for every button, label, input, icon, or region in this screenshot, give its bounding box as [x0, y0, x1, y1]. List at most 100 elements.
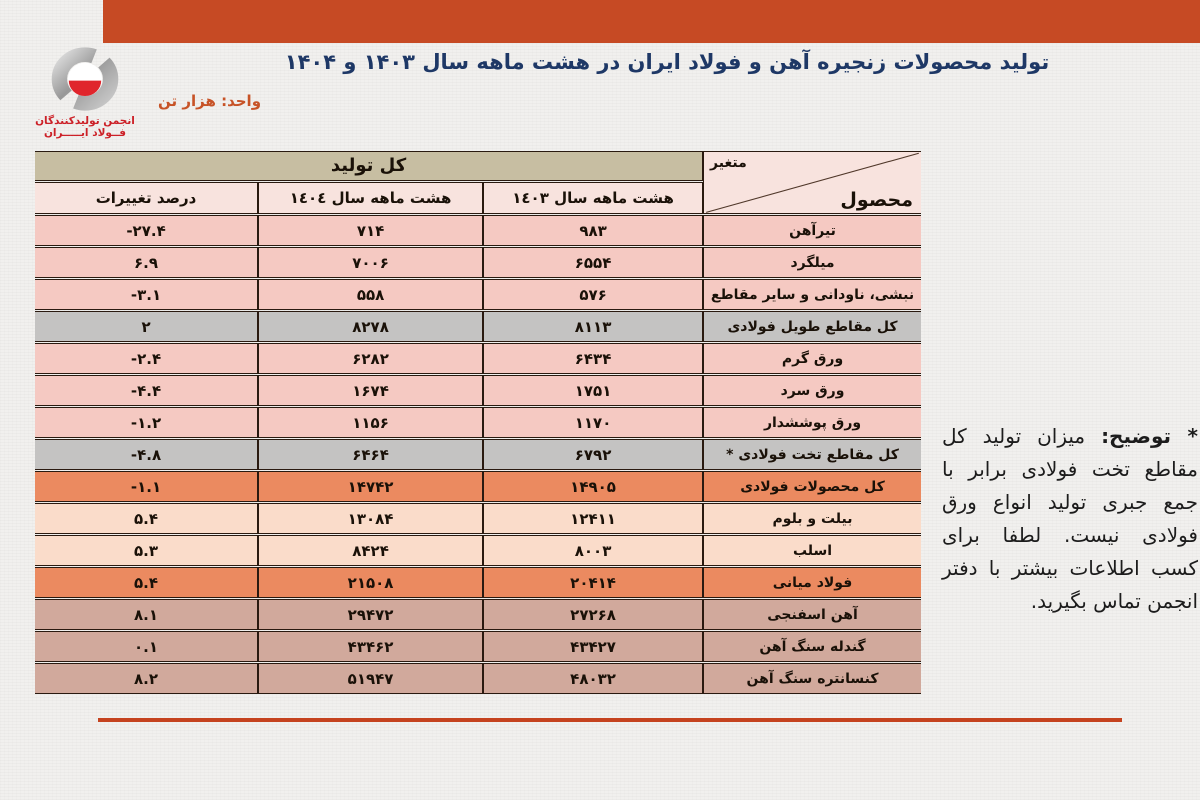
product-cell: بیلت و بلوم: [703, 503, 921, 534]
product-cell: کل مقاطع طویل فولادی: [703, 311, 921, 342]
footnote: * توضیح: میزان تولید کل مقاطع تخت فولادی…: [942, 420, 1198, 618]
value-1403-cell: ۱۱۷۰: [483, 407, 704, 438]
pct-change-cell: -۳.۱: [35, 279, 259, 310]
product-cell: ورق پوششدار: [703, 407, 921, 438]
total-production-header: کل تولید: [35, 151, 704, 181]
value-1403-cell: ۹۸۳: [483, 215, 704, 246]
pct-change-cell: -۴.۸: [35, 439, 259, 470]
logo-swirl-icon: [51, 47, 119, 111]
corner-variable-label: متغیر: [710, 155, 747, 171]
product-cell: فولاد میانی: [703, 567, 921, 598]
pct-change-cell: ۰.۱: [35, 631, 259, 662]
table-row: کنسانتره سنگ آهن ۴۸۰۳۲ ۵۱۹۴۷ ۸.۲: [35, 663, 921, 694]
table-row: آهن اسفنجی ۲۷۲۶۸ ۲۹۴۷۲ ۸.۱: [35, 599, 921, 630]
value-1404-cell: ۸۴۲۴: [258, 535, 484, 566]
table-row: میلگرد ۶۵۵۴ ۷۰۰۶ ۶.۹: [35, 247, 921, 278]
product-cell: آهن اسفنجی: [703, 599, 921, 630]
product-cell: نبشی، ناودانی و سایر مقاطع: [703, 279, 921, 310]
table-header-row-2: هشت ماهه سال ١٤٠٣ هشت ماهه سال ١٤٠٤ درصد…: [35, 181, 921, 214]
product-cell: اسلب: [703, 535, 921, 566]
pct-change-cell: -۴.۴: [35, 375, 259, 406]
unit-label: واحد: هزار تن: [158, 92, 262, 110]
value-1403-cell: ۴۸۰۳۲: [483, 663, 704, 694]
corner-product-label: محصول: [840, 189, 913, 211]
table-header-row-1: متغیر محصول کل تولید: [35, 151, 921, 214]
bottom-accent-line: [98, 718, 1122, 722]
value-1404-cell: ۶۴۶۴: [258, 439, 484, 470]
value-1403-cell: ۶۴۳۴: [483, 343, 704, 374]
diagonal-divider: [704, 152, 921, 213]
value-1403-cell: ۲۷۲۶۸: [483, 599, 704, 630]
pct-change-cell: ۲: [35, 311, 259, 342]
value-1404-cell: ۲۱۵۰۸: [258, 567, 484, 598]
value-1403-cell: ۶۵۵۴: [483, 247, 704, 278]
value-1403-cell: ۱۲۴۱۱: [483, 503, 704, 534]
value-1403-cell: ۵۷۶: [483, 279, 704, 310]
footnote-text: میزان تولید کل مقاطع تخت فولادی برابر با…: [942, 424, 1198, 613]
production-table: متغیر محصول کل تولید هشت ماهه سال ١٤٠٣ ه…: [35, 150, 921, 695]
value-1404-cell: ۵۱۹۴۷: [258, 663, 484, 694]
value-1404-cell: ۲۹۴۷۲: [258, 599, 484, 630]
product-cell: کنسانتره سنگ آهن: [703, 663, 921, 694]
product-cell: گندله سنگ آهن: [703, 631, 921, 662]
value-1404-cell: ۱۴۷۴۲: [258, 471, 484, 502]
value-1404-cell: ۷۰۰۶: [258, 247, 484, 278]
value-1404-cell: ۵۵۸: [258, 279, 484, 310]
product-cell: کل محصولات فولادی: [703, 471, 921, 502]
product-cell: ورق سرد: [703, 375, 921, 406]
table-row: اسلب ۸۰۰۳ ۸۴۲۴ ۵.۳: [35, 535, 921, 566]
value-1404-cell: ۱۱۵۶: [258, 407, 484, 438]
value-1404-cell: ۱۶۷۴: [258, 375, 484, 406]
pct-change-cell: -۱.۲: [35, 407, 259, 438]
value-1403-cell: ۱۷۵۱: [483, 375, 704, 406]
product-cell: میلگرد: [703, 247, 921, 278]
logo-text: انجمن تولیدکنندگان فــولاد ایـــــران: [28, 115, 142, 139]
value-1403-cell: ۲۰۴۱۴: [483, 567, 704, 598]
value-1404-cell: ۴۳۴۶۲: [258, 631, 484, 662]
table-row: نبشی، ناودانی و سایر مقاطع ۵۷۶ ۵۵۸ -۳.۱: [35, 279, 921, 310]
product-cell: ورق گرم: [703, 343, 921, 374]
table-body: تیرآهن ۹۸۳ ۷۱۴ -۲۷.۴ میلگرد ۶۵۵۴ ۷۰۰۶ ۶.۹ نبشی، …: [35, 215, 921, 694]
corner-header-cell: متغیر محصول: [703, 151, 921, 214]
pct-change-cell: ۵.۴: [35, 567, 259, 598]
logo-text-line2: فــولاد ایـــــران: [43, 127, 127, 139]
value-1403-cell: ۴۳۴۲۷: [483, 631, 704, 662]
table-row: گندله سنگ آهن ۴۳۴۲۷ ۴۳۴۶۲ ۰.۱: [35, 631, 921, 662]
pct-change-cell: ۶.۹: [35, 247, 259, 278]
pct-change-cell: ۵.۳: [35, 535, 259, 566]
table-row: ورق سرد ۱۷۵۱ ۱۶۷۴ -۴.۴: [35, 375, 921, 406]
product-cell: کل مقاطع تخت فولادی *: [703, 439, 921, 470]
pct-change-cell: ۸.۲: [35, 663, 259, 694]
pct-change-cell: ۵.۴: [35, 503, 259, 534]
table-row: کل مقاطع طویل فولادی ۸۱۱۳ ۸۲۷۸ ۲: [35, 311, 921, 342]
top-accent-bar: [103, 0, 1200, 43]
steel-association-logo: انجمن تولیدکنندگان فــولاد ایـــــران: [28, 44, 142, 139]
column-header-pct-change: درصد تغییرات: [35, 181, 259, 214]
product-cell: تیرآهن: [703, 215, 921, 246]
table-row: ورق پوششدار ۱۱۷۰ ۱۱۵۶ -۱.۲: [35, 407, 921, 438]
table-row: فولاد میانی ۲۰۴۱۴ ۲۱۵۰۸ ۵.۴: [35, 567, 921, 598]
value-1403-cell: ۶۷۹۲: [483, 439, 704, 470]
value-1403-cell: ۱۴۹۰۵: [483, 471, 704, 502]
table-row: بیلت و بلوم ۱۲۴۱۱ ۱۳۰۸۴ ۵.۴: [35, 503, 921, 534]
column-header-1404: هشت ماهه سال ١٤٠٤: [258, 181, 484, 214]
value-1404-cell: ۶۲۸۲: [258, 343, 484, 374]
table-row: تیرآهن ۹۸۳ ۷۱۴ -۲۷.۴: [35, 215, 921, 246]
pct-change-cell: -۲۷.۴: [35, 215, 259, 246]
column-header-1403: هشت ماهه سال ١٤٠٣: [483, 181, 704, 214]
value-1404-cell: ۸۲۷۸: [258, 311, 484, 342]
page-title: تولید محصولات زنجیره آهن و فولاد ایران د…: [284, 50, 1050, 74]
value-1403-cell: ۸۱۱۳: [483, 311, 704, 342]
pct-change-cell: -۲.۴: [35, 343, 259, 374]
value-1404-cell: ۷۱۴: [258, 215, 484, 246]
pct-change-cell: ۸.۱: [35, 599, 259, 630]
table-row: کل محصولات فولادی ۱۴۹۰۵ ۱۴۷۴۲ -۱.۱: [35, 471, 921, 502]
pct-change-cell: -۱.۱: [35, 471, 259, 502]
table-row: کل مقاطع تخت فولادی * ۶۷۹۲ ۶۴۶۴ -۴.۸: [35, 439, 921, 470]
table-row: ورق گرم ۶۴۳۴ ۶۲۸۲ -۲.۴: [35, 343, 921, 374]
footnote-label: * توضیح:: [1101, 424, 1199, 448]
value-1403-cell: ۸۰۰۳: [483, 535, 704, 566]
value-1404-cell: ۱۳۰۸۴: [258, 503, 484, 534]
logo-text-line1: انجمن تولیدکنندگان: [35, 115, 135, 127]
